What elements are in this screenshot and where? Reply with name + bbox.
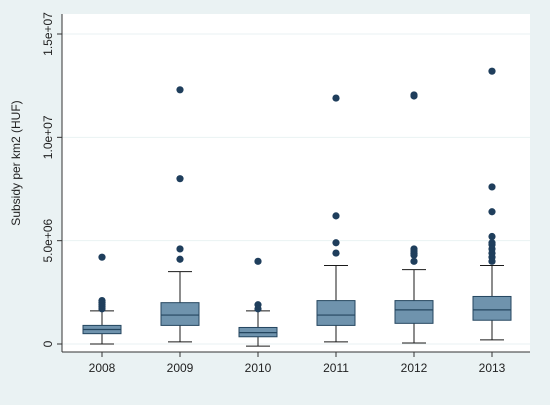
y-tick-label: 1.0e+07 (41, 115, 55, 159)
outlier-point (332, 249, 340, 257)
iqr-box (160, 302, 200, 326)
plot-area (62, 14, 530, 352)
gridlines (62, 33, 530, 345)
box-group-2012 (394, 91, 434, 344)
x-tick-label: 2011 (323, 361, 349, 375)
x-tick-label: 2012 (401, 361, 428, 375)
box-group-2011 (316, 94, 356, 343)
outlier-point (410, 91, 418, 99)
box-group-2009 (160, 86, 200, 343)
box-group-2008 (82, 253, 122, 345)
outlier-point (98, 253, 106, 261)
iqr-box (394, 300, 434, 324)
outlier-point (332, 94, 340, 102)
outlier-point (410, 257, 418, 265)
box-group-2010 (238, 257, 278, 347)
x-tick-label: 2010 (245, 361, 272, 375)
iqr-box (316, 300, 356, 326)
axes: 0 5.0e+06 1.0e+07 1.5e+07 2008 2009 2010 2011 20… (41, 12, 530, 375)
outlier-point (176, 175, 184, 183)
outlier-point (176, 255, 184, 263)
outlier-point (488, 232, 496, 241)
outlier-point (254, 305, 262, 313)
x-tick-label: 2009 (167, 361, 194, 375)
outlier-point (488, 67, 496, 75)
y-tick-label: 1.5e+07 (41, 12, 55, 56)
outlier-point (332, 212, 340, 220)
y-tick-label: 5.0e+06 (41, 218, 55, 262)
outlier-point (98, 305, 106, 313)
boxes (82, 67, 512, 347)
x-tick-label: 2008 (89, 361, 116, 375)
iqr-box (472, 295, 512, 321)
outlier-point (332, 239, 340, 247)
x-tick-label: 2013 (479, 361, 506, 375)
outlier-point (488, 208, 496, 216)
outlier-point (488, 257, 496, 265)
outlier-point (254, 257, 262, 265)
outlier-point (176, 245, 184, 253)
outlier-point (488, 183, 496, 191)
outlier-point (410, 251, 418, 259)
y-axis-title: Subsidy per km2 (HUF) (9, 100, 23, 225)
outlier-point (176, 86, 184, 94)
y-tick-label: 0 (41, 340, 55, 347)
box-group-2013 (472, 67, 512, 341)
